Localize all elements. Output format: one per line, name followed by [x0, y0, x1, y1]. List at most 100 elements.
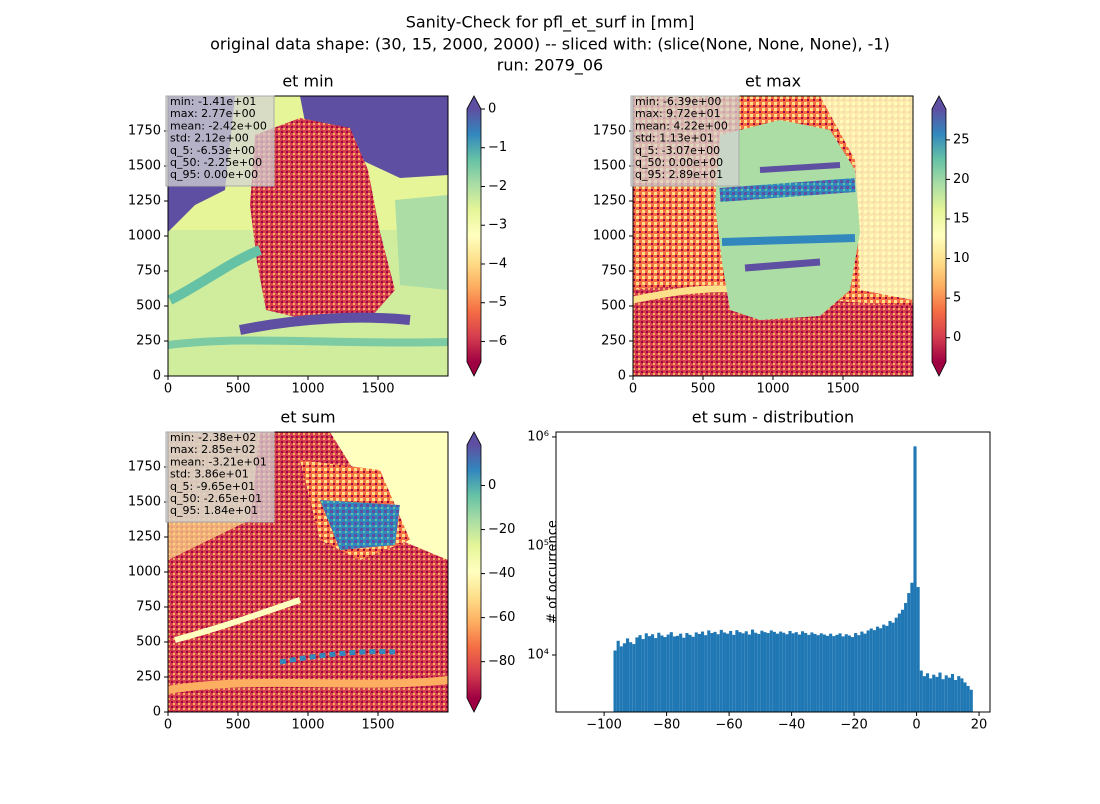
- colorbar-tick-label: −3: [488, 218, 507, 233]
- colorbar-tick-label: 5: [953, 291, 961, 306]
- histogram-bar: [660, 635, 664, 712]
- histogram-bar: [869, 628, 873, 712]
- histogram-bar: [772, 631, 776, 712]
- suptitle: run: 2079_06: [497, 56, 603, 76]
- histogram-bar: [841, 636, 845, 712]
- histogram-bar: [947, 677, 951, 712]
- histogram-bar: [822, 634, 826, 712]
- histogram-bar: [888, 621, 892, 712]
- axes-title: et sum - distribution: [692, 408, 854, 427]
- colorbar-extend: [467, 432, 481, 445]
- stats-text: std: 3.86e+01: [170, 468, 249, 481]
- histogram-bar: [907, 593, 911, 712]
- colorbar-tick-label: −5: [488, 295, 507, 310]
- suptitle: Sanity-Check for pfl_et_surf in [mm]: [406, 13, 695, 33]
- histogram-bar: [775, 633, 780, 712]
- histogram-bar: [672, 636, 676, 712]
- histogram-bar: [860, 631, 864, 712]
- histogram-bar: [866, 630, 870, 712]
- histogram-bar: [719, 629, 723, 712]
- y-tick-label: 1250: [128, 530, 161, 545]
- histogram-bar: [641, 639, 645, 712]
- histogram-bar: [632, 644, 636, 712]
- colorbar-tick-label: −2: [488, 179, 507, 194]
- y-tick-label: 250: [136, 334, 161, 349]
- histogram-bar: [663, 637, 667, 712]
- histogram-bar: [857, 635, 861, 712]
- histogram-bar: [735, 630, 739, 712]
- histogram-bar: [654, 638, 658, 712]
- x-tick-label: 500: [226, 718, 251, 733]
- histogram-bar: [650, 634, 655, 712]
- y-tick-label: 1500: [128, 159, 161, 174]
- histogram-bar: [754, 632, 758, 712]
- colorbar-outline: [466, 95, 482, 377]
- y-axis-label: # of occurrence: [546, 520, 561, 624]
- stats-text: std: 2.12e+00: [170, 132, 249, 145]
- histogram-bar: [625, 638, 630, 712]
- histogram-bar: [863, 633, 867, 712]
- stats-text: min: -2.38e+02: [170, 431, 256, 444]
- histogram-bar: [854, 633, 858, 712]
- stats-text: max: 2.85e+02: [170, 443, 256, 456]
- stats-text: q_50: 0.00e+00: [635, 156, 723, 169]
- histogram-bar: [704, 635, 708, 712]
- histogram-bar: [835, 634, 839, 712]
- histogram-bar: [797, 634, 801, 712]
- stats-box: [165, 95, 275, 187]
- colorbar-outline: [931, 95, 947, 377]
- y-tick-label: 750: [601, 264, 626, 279]
- histogram-bar: [929, 678, 933, 712]
- axes-title: et sum: [280, 408, 335, 427]
- histogram-bar: [782, 632, 786, 712]
- histogram-bar: [819, 633, 823, 712]
- colorbar-tick-label: −80: [488, 654, 515, 669]
- colorbar-tick-label: 0: [488, 102, 496, 117]
- histogram-bar: [944, 675, 948, 712]
- stats-box: [630, 95, 740, 187]
- y-tick-label: 750: [136, 264, 161, 279]
- stats-text: max: 2.77e+00: [170, 107, 256, 120]
- colorbar: [467, 445, 481, 698]
- colorbar: [932, 109, 946, 362]
- histogram-bar: [957, 676, 961, 712]
- histogram-bar: [938, 672, 942, 712]
- histogram-bar: [635, 637, 639, 712]
- stats-text: q_50: -2.65e+01: [170, 492, 262, 505]
- stats-box: [165, 431, 275, 523]
- x-tick-label: 1000: [291, 382, 324, 397]
- stats-text: mean: 4.22e+00: [635, 119, 728, 132]
- colorbar-tick-label: 0: [488, 478, 496, 493]
- x-tick-label: −20: [840, 718, 867, 733]
- y-tick-label: 0: [153, 369, 161, 384]
- colorbar-tick-label: −1: [488, 140, 507, 155]
- y-tick-label: 500: [136, 299, 161, 314]
- colorbar-extend: [467, 362, 481, 376]
- x-tick-label: −40: [778, 718, 805, 733]
- histogram-bar: [744, 631, 748, 712]
- y-tick-label: 250: [136, 670, 161, 685]
- stats-text: q_5: -6.53e+00: [170, 144, 255, 157]
- x-tick-label: 1000: [291, 718, 324, 733]
- y-tick-label: 750: [136, 600, 161, 615]
- histogram-bar: [688, 634, 692, 712]
- histogram-bar: [963, 682, 967, 712]
- histogram-bar: [722, 632, 726, 712]
- histogram-bar: [875, 626, 880, 712]
- stats-text: min: -1.41e+01: [170, 95, 256, 108]
- y-tick-label: 10⁶: [527, 429, 549, 444]
- colorbar-tick-label: −6: [488, 334, 507, 349]
- histogram-bar: [966, 685, 970, 712]
- histogram-bar: [904, 602, 908, 712]
- colorbar-tick-label: 25: [953, 132, 970, 147]
- heatmap-image: [168, 96, 448, 376]
- histogram-bar: [694, 632, 698, 712]
- histogram-bar: [919, 670, 923, 712]
- histogram-bar: [707, 630, 711, 712]
- stats-text: q_50: -2.25e+00: [170, 156, 262, 169]
- histogram-bar: [679, 633, 683, 712]
- histogram-bar: [825, 635, 830, 712]
- histogram-bar: [747, 634, 751, 712]
- histogram-bar: [954, 679, 958, 712]
- histogram-bar: [872, 630, 876, 712]
